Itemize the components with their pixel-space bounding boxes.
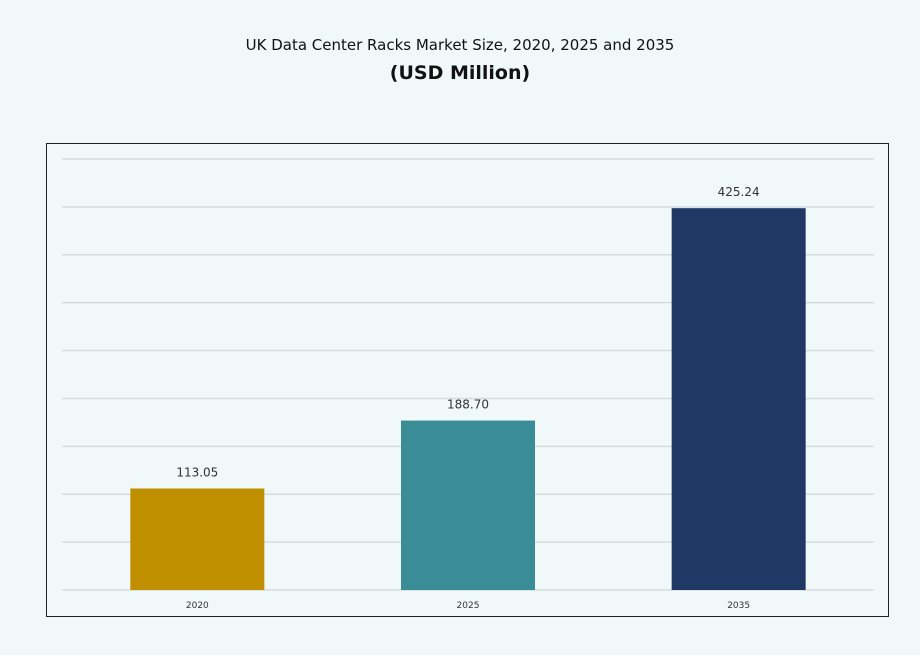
chart-subtitle: (USD Million) [389, 62, 531, 84]
data-label-2025: 188.70 [447, 398, 489, 412]
data-label-2035: 425.24 [718, 185, 760, 199]
x-tick-label-2020: 2020 [186, 601, 209, 611]
chart-frame [46, 143, 889, 617]
bar-2020 [130, 488, 265, 590]
data-label-2020: 113.05 [176, 465, 218, 479]
bar-2035 [671, 208, 806, 590]
x-tick-label-2025: 2025 [457, 601, 480, 611]
bar-2025 [401, 420, 535, 590]
chart-title: UK Data Center Racks Market Size, 2020, … [245, 36, 675, 54]
x-tick-label-2035: 2035 [727, 601, 750, 611]
